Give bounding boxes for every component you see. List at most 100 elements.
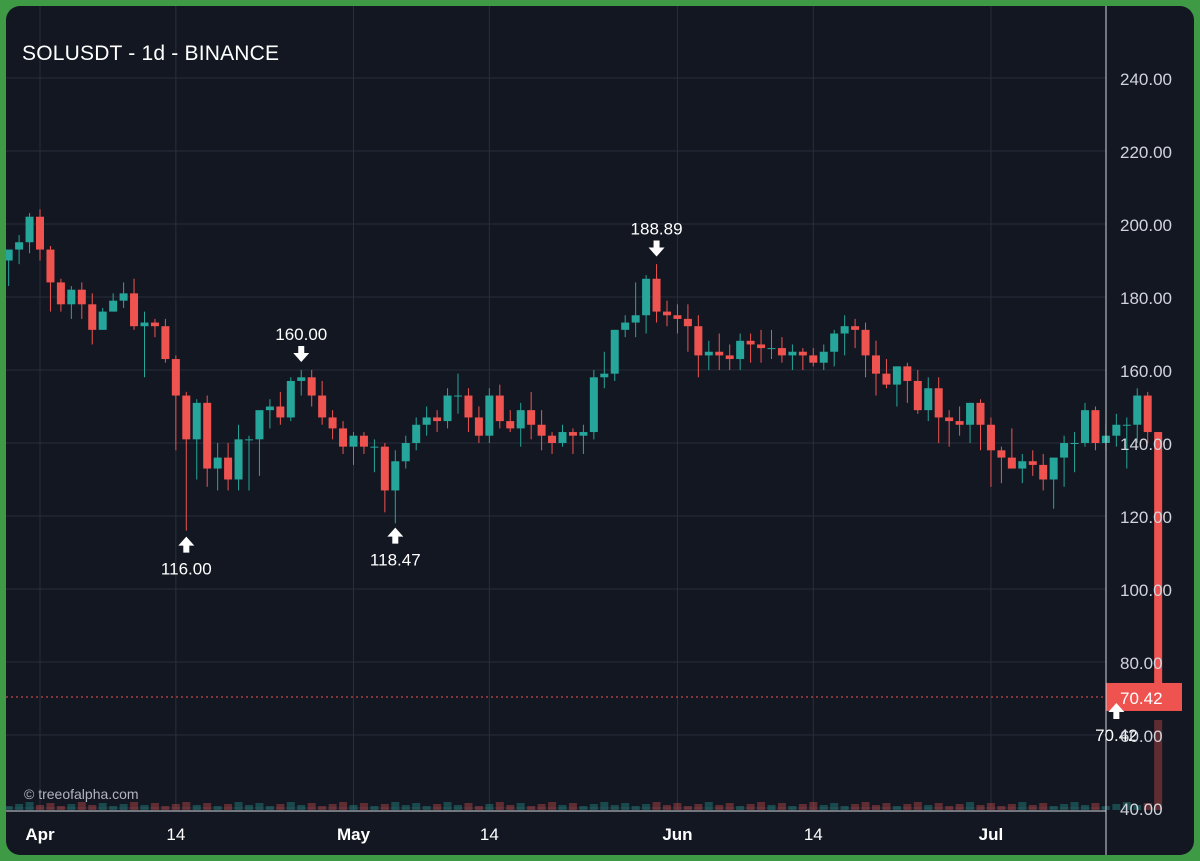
candle-body	[872, 355, 880, 374]
candle-body	[903, 366, 912, 381]
candle-body	[359, 435, 368, 447]
candle-body	[568, 432, 577, 436]
volume-bar	[328, 804, 337, 810]
candle-body	[757, 344, 766, 349]
volume-bar	[788, 806, 797, 810]
candle-body	[1122, 424, 1131, 426]
price-tick-label: 120.00	[1120, 508, 1172, 527]
candle-body	[234, 439, 243, 480]
volume-bar	[558, 805, 567, 810]
candle-body	[1007, 457, 1016, 469]
volume-bar	[380, 804, 389, 810]
candle-body	[1070, 443, 1079, 444]
volume-bar	[1081, 805, 1089, 810]
price-axis[interactable]: 40.00 60.00 80.00 100.00 120.00 140.00 160.00 1…	[1105, 6, 1172, 855]
volume-bar	[245, 805, 253, 810]
volume-bar	[286, 802, 295, 810]
price-tick-label: 40.00	[1120, 800, 1163, 819]
price-tick-label: 220.00	[1120, 143, 1172, 162]
candle-body	[6, 249, 13, 261]
volume-bar	[88, 805, 97, 810]
candle-body	[527, 410, 536, 425]
chart-frame: 70.42 116.00 160.00 118.47 188.89 70.42 40.0…	[6, 6, 1194, 855]
volume-bar	[767, 805, 776, 810]
candle-body	[819, 351, 828, 363]
volume-bar	[516, 803, 525, 810]
price-tick-label: 140.00	[1120, 435, 1172, 454]
volume-layer	[6, 720, 1163, 810]
volume-bar	[955, 804, 964, 810]
candle-body	[715, 351, 724, 356]
trough-annotation: 118.47	[370, 551, 421, 570]
volume-bar	[1049, 806, 1058, 810]
time-axis[interactable]: Apr 14 May 14 Jun 14 Jul	[6, 810, 1106, 844]
volume-bar	[25, 802, 34, 810]
candle-body	[1049, 457, 1058, 480]
volume-bar	[600, 802, 609, 810]
volume-bar	[819, 805, 828, 810]
time-tick-label: Jun	[662, 825, 692, 844]
price-tick-label: 160.00	[1120, 362, 1172, 381]
candle-layer	[6, 209, 1163, 697]
candle-body	[433, 417, 442, 422]
candle-body	[621, 322, 630, 330]
volume-bar	[642, 804, 651, 810]
candle-body	[631, 315, 640, 323]
volume-bar	[506, 805, 515, 810]
volume-bar	[725, 803, 734, 810]
volume-bar	[1143, 803, 1152, 810]
volume-bar	[67, 804, 76, 810]
candle-body	[119, 293, 128, 301]
candle-body	[380, 446, 389, 491]
volume-bar	[966, 802, 975, 810]
volume-bar	[1070, 802, 1079, 810]
volume-bar	[537, 804, 546, 810]
peak-annotation: 188.89	[631, 220, 683, 239]
volume-bar	[997, 806, 1006, 810]
volume-bar	[1007, 804, 1016, 810]
time-tick-label: May	[337, 825, 371, 844]
volume-bar	[694, 804, 703, 810]
volume-bar	[454, 805, 462, 810]
volume-bar	[746, 804, 755, 810]
volume-bar	[683, 806, 692, 810]
volume-bar	[1112, 804, 1121, 810]
volume-bar	[56, 806, 65, 810]
volume-bar	[736, 806, 745, 810]
candle-body	[704, 351, 713, 356]
candle-body	[788, 351, 797, 356]
volume-bar	[777, 803, 786, 810]
candle-body	[150, 322, 159, 327]
volume-bar	[109, 806, 118, 810]
volume-bar	[234, 802, 243, 810]
candle-body	[913, 380, 922, 411]
candle-body	[924, 388, 933, 411]
volume-bar	[255, 803, 264, 810]
candle-body	[36, 216, 44, 250]
candle-body	[422, 417, 431, 425]
candle-body	[474, 417, 483, 436]
time-tick-label: 14	[804, 825, 823, 844]
candle-body	[245, 439, 253, 441]
price-tick-label: 200.00	[1120, 216, 1172, 235]
volume-bar	[986, 803, 995, 810]
candle-body	[642, 278, 651, 316]
arrow-up-icon	[1108, 702, 1125, 719]
trough-annotation: 116.00	[161, 560, 212, 579]
candle-body	[318, 395, 327, 418]
time-tick-label: 14	[166, 825, 185, 844]
volume-bar	[1133, 805, 1142, 810]
candle-body	[558, 432, 567, 443]
volume-bar	[830, 803, 839, 810]
volume-bar	[934, 803, 943, 810]
candle-body	[809, 355, 818, 363]
candle-body	[1143, 395, 1152, 433]
volume-bar	[339, 802, 348, 810]
volume-bar	[715, 805, 724, 810]
candle-body	[391, 461, 400, 491]
candle-body	[840, 326, 849, 334]
candle-body	[25, 216, 34, 243]
candle-body	[1039, 464, 1048, 480]
